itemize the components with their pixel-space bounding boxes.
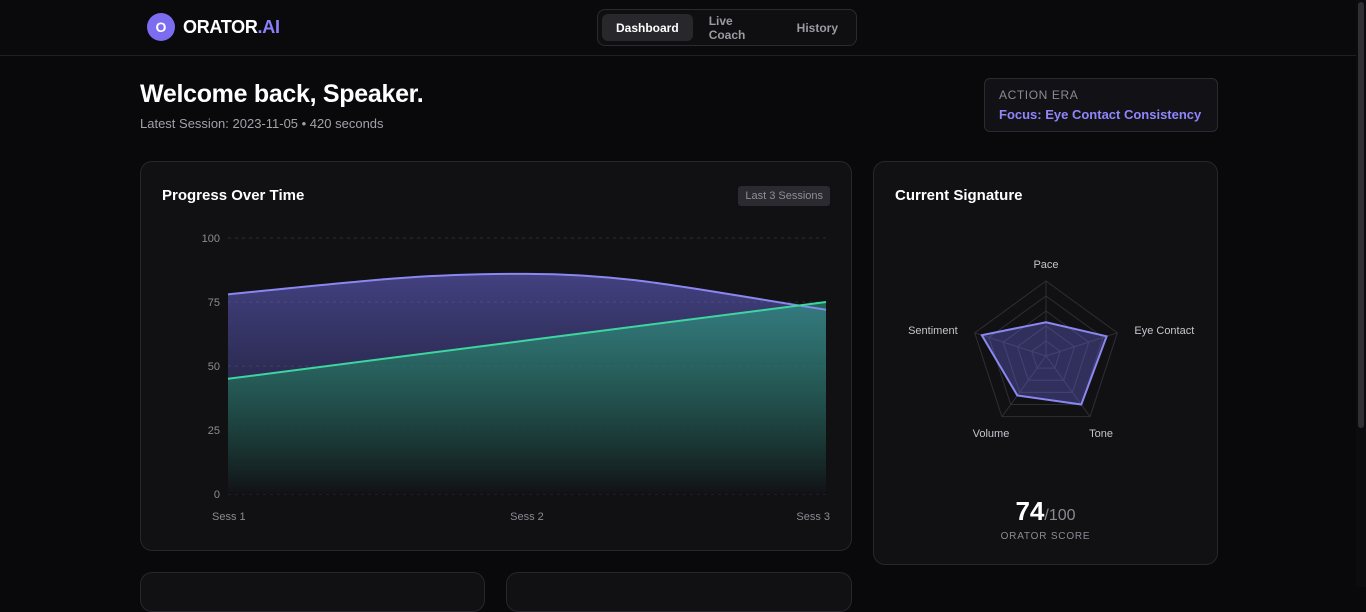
signature-card: Current Signature Pace Eye Contact Tone Vol… [873, 161, 1218, 565]
bottom-card-right [506, 572, 852, 612]
y-tick-label: 75 [208, 297, 220, 309]
series-line-2 [227, 301, 827, 380]
radar-value-shape [980, 321, 1108, 406]
radar-grid-ring [1002, 310, 1090, 393]
orator-score: 74/100 [874, 496, 1217, 527]
sessions-badge: Last 3 Sessions [738, 186, 830, 206]
progress-title: Progress Over Time [162, 187, 305, 204]
radar-grid-ring [1031, 340, 1061, 369]
radar-axis-label: Volume [973, 428, 1010, 440]
radar-grid-ring [974, 280, 1118, 418]
radar-spoke [1045, 355, 1091, 417]
y-tick-label: 0 [214, 489, 220, 501]
action-era-label: ACTION ERA [999, 88, 1079, 102]
signature-radar-chart: Pace Eye Contact Tone Volume Sentiment [908, 259, 1194, 440]
tab-live-coach[interactable]: Live Coach [708, 13, 746, 42]
bottom-card-left [140, 572, 485, 612]
scrollbar-thumb[interactable] [1358, 2, 1364, 428]
x-tick-label: Sess 3 [796, 511, 830, 523]
signature-title: Current Signature [895, 187, 1023, 204]
radar-spoke [1001, 355, 1047, 417]
page-scrollbar[interactable] [1356, 0, 1366, 587]
progress-chart: 0 25 50 75 100 Sess 1 Sess 2 Sess 3 [202, 233, 830, 523]
radar-grid-ring [1016, 325, 1076, 381]
brand-logo[interactable]: O ORATOR.AI [147, 13, 280, 41]
x-tick-label: Sess 1 [212, 511, 246, 523]
latest-session-info: Latest Session: 2023-11-05 • 420 seconds [140, 116, 384, 131]
y-tick-label: 25 [208, 425, 220, 437]
action-era-card: ACTION ERA Focus: Eye Contact Consistenc… [984, 78, 1218, 132]
radar-spoke [974, 332, 1047, 357]
score-label: ORATOR SCORE [1000, 531, 1091, 542]
y-tick-label: 50 [208, 361, 220, 373]
main-tabs: Dashboard Live Coach History [597, 9, 857, 46]
top-navigation-bar: O ORATOR.AI Dashboard Live Coach History [0, 0, 1356, 56]
radar-axis-label: Eye Contact [1134, 325, 1194, 337]
score-value: 74 [1015, 496, 1045, 526]
page-title: Welcome back, Speaker. [140, 80, 424, 108]
tab-history[interactable]: History [796, 20, 838, 35]
radar-axis-label: Tone [1089, 428, 1113, 440]
score-max: /100 [1044, 507, 1076, 524]
progress-card: Progress Over Time Last 3 Sessions 0 25 50… [140, 161, 852, 551]
brand-name-main: ORATOR [183, 16, 258, 37]
series-area-2 [228, 302, 826, 494]
radar-grid-ring [988, 295, 1104, 406]
series-line-1 [227, 272, 827, 311]
brand-mark-icon: O [147, 13, 175, 41]
radar-axis-label: Pace [1033, 259, 1058, 271]
action-focus-text: Focus: Eye Contact Consistency [999, 107, 1202, 122]
x-tick-label: Sess 2 [510, 511, 544, 523]
brand-name: ORATOR.AI [183, 17, 280, 38]
brand-name-accent: .AI [257, 16, 280, 37]
tab-dashboard[interactable]: Dashboard [602, 14, 693, 41]
y-tick-label: 100 [202, 233, 220, 245]
radar-axis-label: Sentiment [908, 325, 958, 337]
